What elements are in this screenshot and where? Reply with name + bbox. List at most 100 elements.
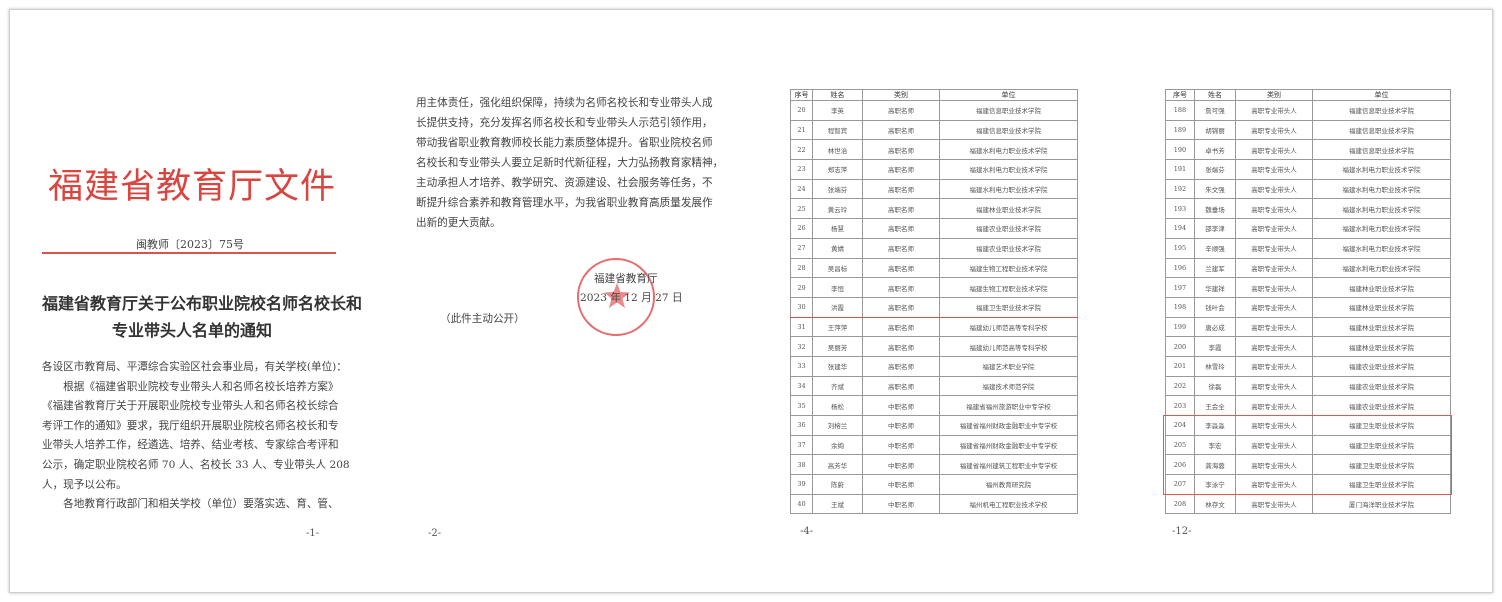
row-number-cell: 37: [790, 434, 813, 456]
row-number-cell: 23: [790, 159, 813, 180]
person-name-cell: 洪霞: [812, 296, 863, 318]
person-name-cell: 华建祥: [1194, 277, 1236, 298]
category-cell: 高职专业带头人: [1235, 375, 1313, 397]
row-number-cell: 193: [1165, 198, 1195, 220]
body-line: 各设区市教育局、平潭综合实验区社会事业局，有关学校(单位)：: [42, 361, 347, 373]
row-number-cell: 188: [1165, 100, 1195, 121]
category-cell: 高职名师: [862, 296, 940, 318]
institution-cell: 福建信息职业技术学院: [1312, 119, 1451, 141]
category-cell: 高职专业带头人: [1235, 395, 1313, 416]
row-number-cell: 195: [1165, 237, 1195, 259]
category-cell: 中职名师: [862, 454, 940, 476]
table-row: 23 郑志萍 高职名师 福建水利电力职业技术学院: [790, 159, 1078, 180]
table-row: 34 齐斌 高职名师 福建技术师范学院: [790, 375, 1078, 397]
table-row: 30 洪霞 高职名师 福建卫生职业技术学院: [790, 296, 1078, 318]
category-cell: 高职专业带头人: [1235, 198, 1313, 220]
category-cell: 高职专业带头人: [1235, 336, 1313, 357]
row-number-cell: 24: [790, 178, 813, 200]
person-name-cell: 王斌: [812, 493, 863, 515]
row-number-cell: 40: [790, 493, 813, 515]
institution-cell: 福建生物工程职业技术学院: [939, 257, 1078, 279]
category-cell: 高职名师: [862, 375, 940, 397]
person-name-cell: 魏垂场: [1194, 198, 1236, 220]
table-row: 22 林世治 高职名师 福建水利电力职业技术学院: [790, 139, 1078, 161]
table-row: 196 兰建军 高职专业带头人 福建水利电力职业技术学院: [1165, 257, 1451, 279]
category-cell: 中职名师: [862, 493, 940, 515]
column-header: 单位: [1312, 89, 1451, 101]
body-line: 用主体责任，强化组织保障，持续为名师名校长和专业带头人成: [416, 97, 713, 109]
person-name-cell: 徐磊: [1194, 375, 1236, 397]
row-number-cell: 27: [790, 237, 813, 259]
category-cell: 中职名师: [862, 395, 940, 416]
row-number-cell: 191: [1165, 159, 1195, 180]
table-row: 194 邵李津 高职专业带头人 福建水利电力职业技术学院: [1165, 218, 1451, 239]
institution-cell: 福建水利电力职业技术学院: [1312, 257, 1451, 279]
person-name-cell: 吴丽芳: [812, 336, 863, 357]
institution-cell: 福建林业职业技术学院: [1312, 296, 1451, 318]
table-row: 208 林存文 高职专业带头人 厦门海洋职业技术学院: [1165, 493, 1451, 515]
person-name-cell: 卓书芳: [1194, 139, 1236, 161]
person-name-cell: 陈蔚: [812, 474, 863, 495]
row-number-cell: 32: [790, 336, 813, 357]
table-row: 27 黄婧 高职名师 福建农业职业技术学院: [790, 237, 1078, 259]
row-number-cell: 196: [1165, 257, 1195, 279]
column-header: 序号: [1165, 89, 1195, 101]
person-name-cell: 张端芬: [1194, 159, 1236, 180]
person-name-cell: 郑志萍: [812, 159, 863, 180]
category-cell: 高职专业带头人: [1235, 237, 1313, 259]
notice-heading-line-2: 专业带头人名单的通知: [111, 321, 272, 340]
category-cell: 高职名师: [862, 178, 940, 200]
public-note: （此件主动公开）: [440, 313, 525, 325]
person-name-cell: 兰建军: [1194, 257, 1236, 279]
person-name-cell: 邵李津: [1194, 218, 1236, 239]
table-row: 200 李霞 高职专业带头人 福建林业职业技术学院: [1165, 336, 1451, 357]
institution-cell: 福建幼儿师范高等专科学校: [939, 336, 1078, 357]
category-cell: 高职专业带头人: [1235, 296, 1313, 318]
row-number-cell: 199: [1165, 316, 1195, 338]
person-name-cell: 齐斌: [812, 375, 863, 397]
person-name-cell: 张建华: [812, 355, 863, 377]
header-divider: [42, 252, 336, 254]
category-cell: 高职名师: [862, 159, 940, 180]
category-cell: 高职名师: [862, 139, 940, 161]
institution-cell: 福州机电工程职业技术学校: [939, 493, 1078, 515]
row-number-cell: 26: [790, 218, 813, 239]
table-row: 206 龚海蓉 高职专业带头人 福建卫生职业技术学院: [1165, 454, 1451, 476]
person-name-cell: 黄婧: [812, 237, 863, 259]
category-cell: 高职专业带头人: [1235, 355, 1313, 377]
person-name-cell: 刘榕兰: [812, 415, 863, 436]
row-number-cell: 200: [1165, 336, 1195, 357]
category-cell: 高职专业带头人: [1235, 159, 1313, 180]
person-name-cell: 朱文强: [1194, 178, 1236, 200]
person-name-cell: 胡锦丽: [1194, 119, 1236, 141]
institution-cell: 福建信息职业技术学院: [939, 100, 1078, 121]
column-header: 类别: [862, 89, 940, 101]
table-row: 193 魏垂场 高职专业带头人 福建水利电力职业技术学院: [1165, 198, 1451, 220]
row-number-cell: 34: [790, 375, 813, 397]
column-header: 姓名: [1194, 89, 1236, 101]
table-row: 40 王斌 中职名师 福州机电工程职业技术学校: [790, 493, 1078, 515]
person-name-cell: 程智宾: [812, 119, 863, 141]
institution-cell: 福建水利电力职业技术学院: [939, 159, 1078, 180]
institution-cell: 福建省福州财政金融职业中专学校: [939, 434, 1078, 456]
table-row: 207 李泳宁 高职专业带头人 福建卫生职业技术学院: [1165, 474, 1451, 495]
institution-cell: 福建林业职业技术学院: [1312, 316, 1451, 338]
category-cell: 中职名师: [862, 434, 940, 456]
row-number-cell: 189: [1165, 119, 1195, 141]
row-number-cell: 29: [790, 277, 813, 298]
person-name-cell: 杨慧: [812, 218, 863, 239]
category-cell: 高职专业带头人: [1235, 257, 1313, 279]
institution-cell: 福建林业职业技术学院: [1312, 277, 1451, 298]
person-name-cell: 王会全: [1194, 395, 1236, 416]
category-cell: 高职名师: [862, 257, 940, 279]
institution-cell: 福建水利电力职业技术学院: [1312, 198, 1451, 220]
body-line: 断提升综合素养和教育管理水平，为我省职业教育高质量发展作: [416, 197, 713, 209]
table-row: 24 张端芬 高职名师 福建水利电力职业技术学院: [790, 178, 1078, 200]
star-icon: [604, 283, 630, 308]
row-number-cell: 22: [790, 139, 813, 161]
table-row: 199 唐必成 高职专业带头人 福建林业职业技术学院: [1165, 316, 1451, 338]
document-header-title: 福建省教育厅文件: [48, 167, 337, 207]
notice-heading-line-1: 福建省教育厅关于公布职业院校名师名校长和: [42, 294, 363, 313]
table-row: 189 胡锦丽 高职专业带头人 福建信息职业技术学院: [1165, 119, 1451, 141]
body-line: 长提供支持，充分发挥名师名校长和专业带头人示范引领作用，: [416, 117, 713, 129]
